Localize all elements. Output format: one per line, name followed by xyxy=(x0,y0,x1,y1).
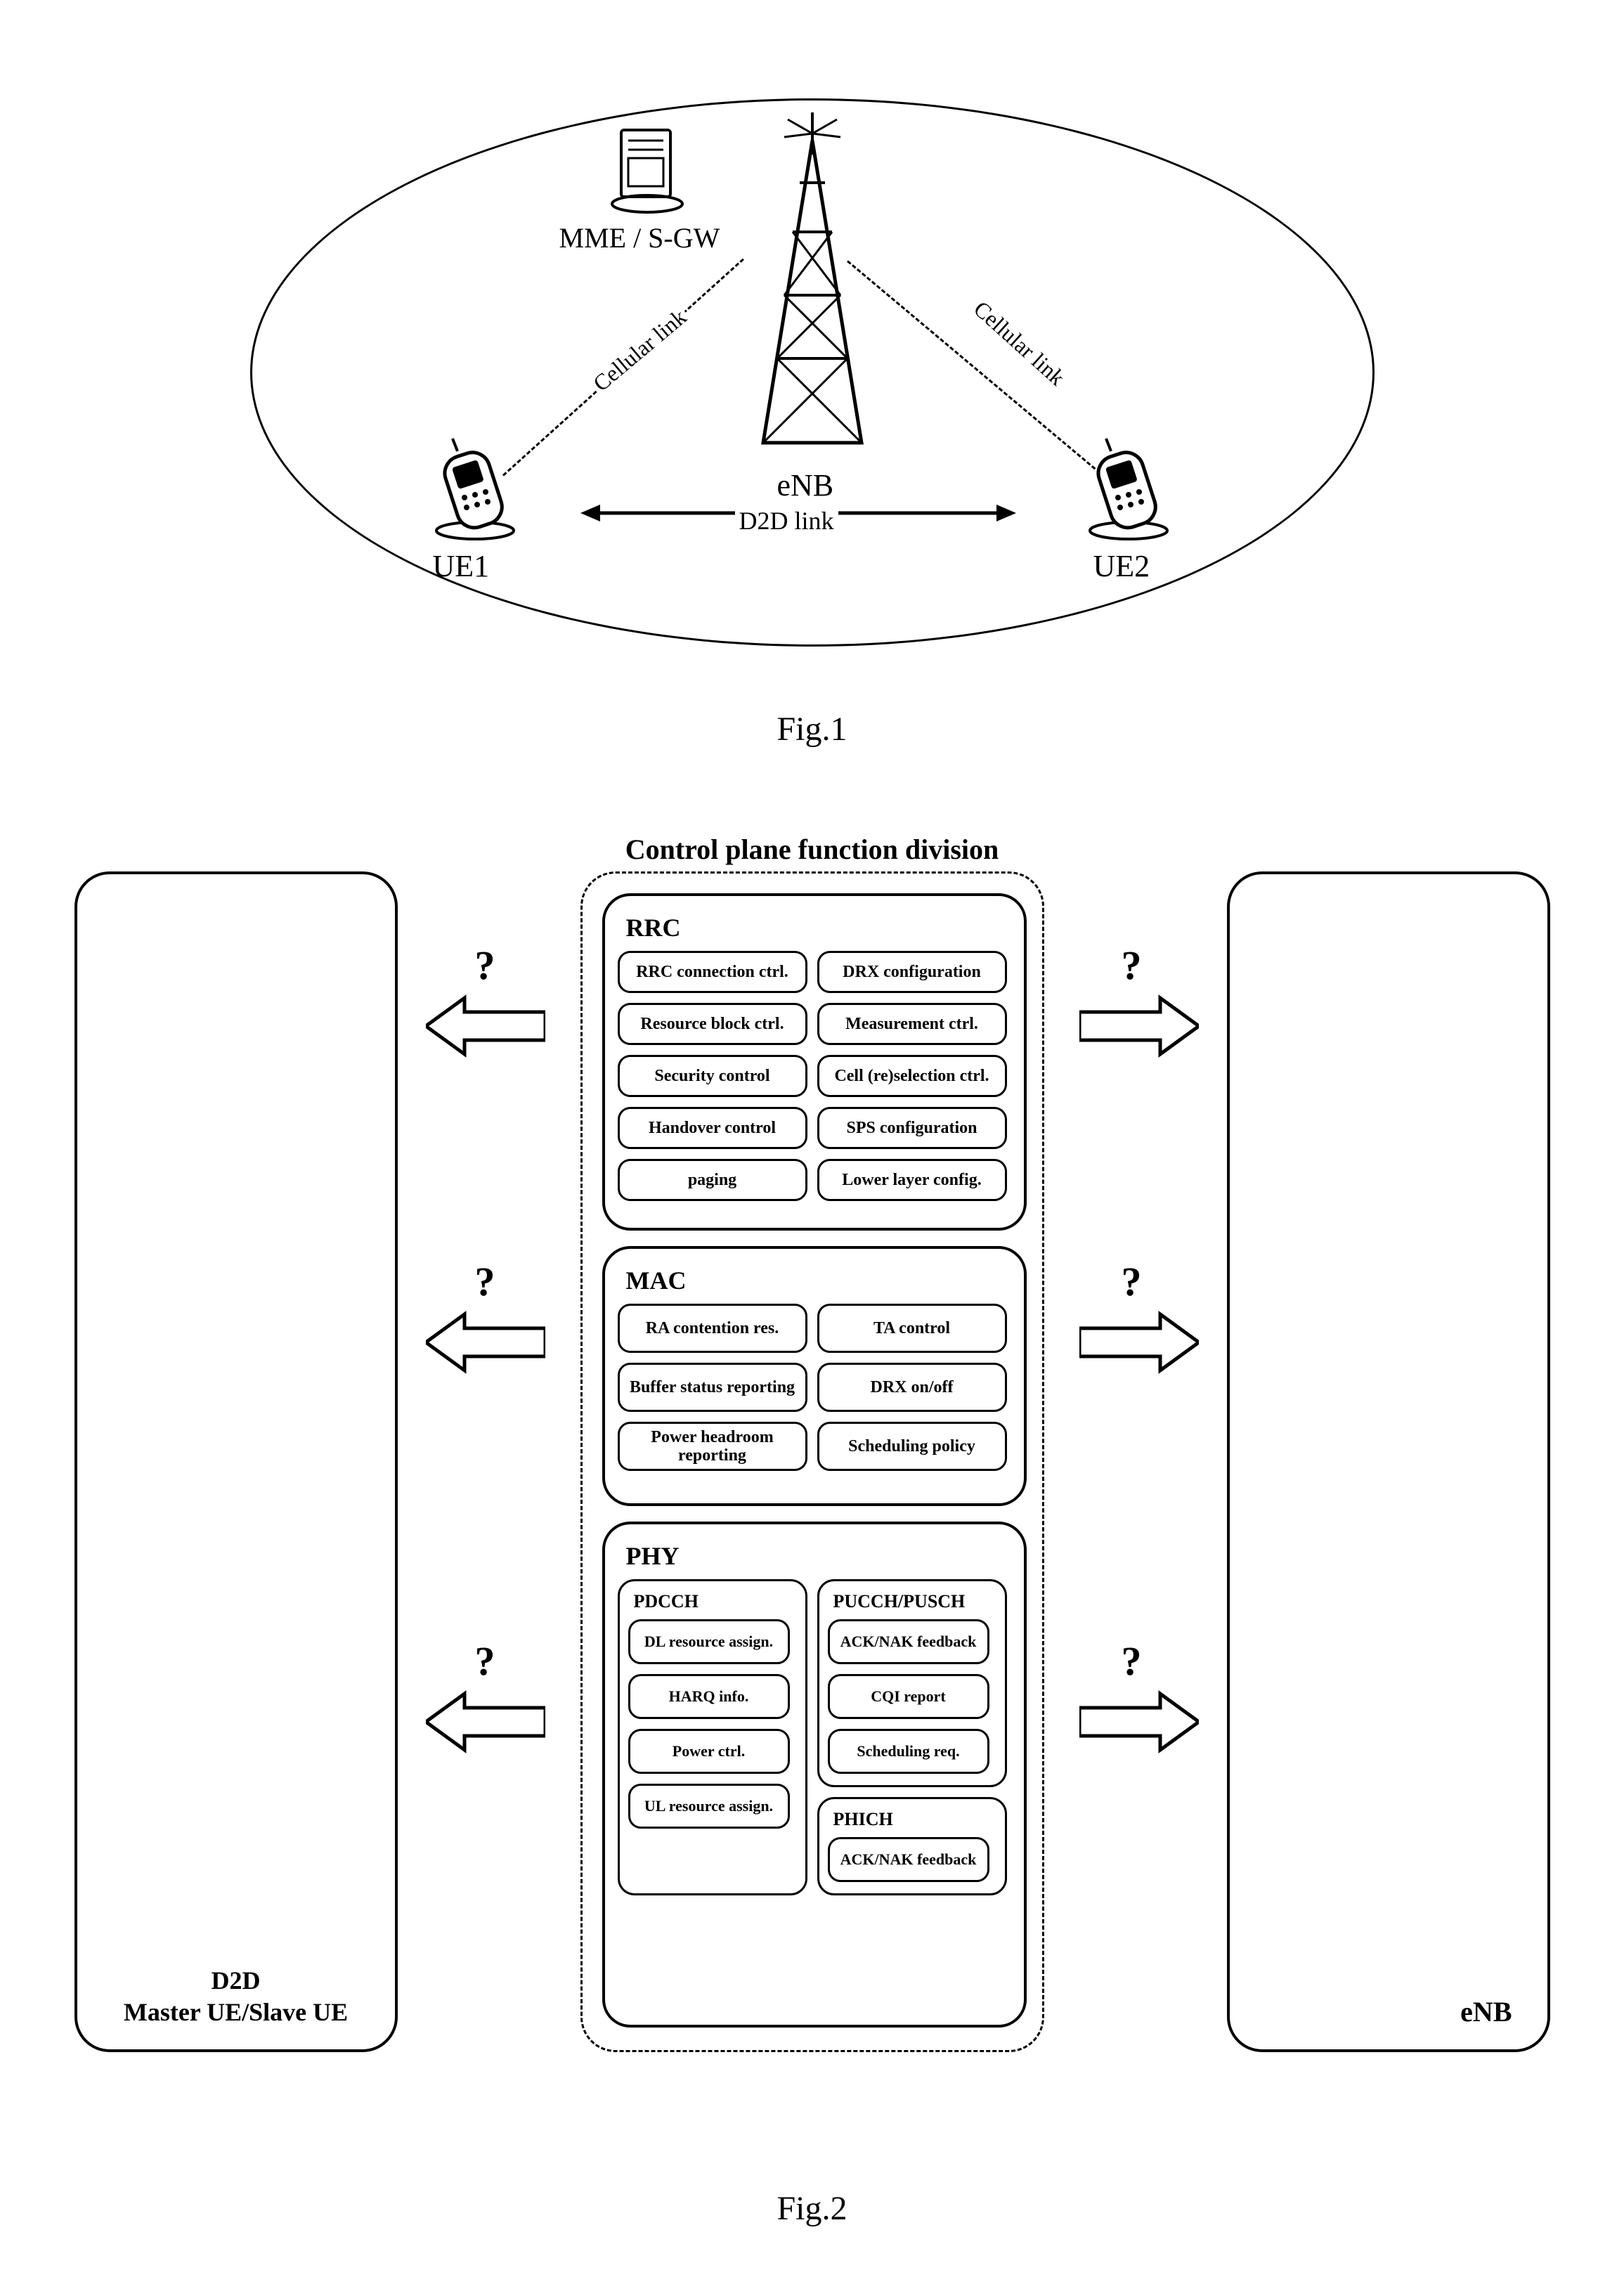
pucch-item: CQI report xyxy=(828,1674,989,1719)
rrc-item: RRC connection ctrl. xyxy=(618,951,807,993)
tower-icon xyxy=(749,112,876,450)
pdcch-box: PDCCH DL resource assign. HARQ info. Pow… xyxy=(618,1579,807,1895)
mac-item: TA control xyxy=(817,1304,1007,1353)
rrc-item: SPS configuration xyxy=(817,1107,1007,1149)
rrc-title: RRC xyxy=(626,913,1011,942)
pdcch-item: HARQ info. xyxy=(628,1674,790,1719)
enb-label: eNB xyxy=(777,467,834,503)
pucch-item: Scheduling req. xyxy=(828,1729,989,1774)
mac-title: MAC xyxy=(626,1266,1011,1295)
arrow-right-icon xyxy=(1079,1690,1199,1753)
mac-item: DRX on/off xyxy=(817,1363,1007,1412)
arrow-left-icon xyxy=(426,1690,545,1753)
mac-item: Power headroom reporting xyxy=(618,1422,807,1471)
ue1-label: UE1 xyxy=(433,548,490,584)
d2d-link-label: D2D link xyxy=(735,506,838,536)
question-mark: ? xyxy=(1122,1258,1142,1305)
phich-title: PHICH xyxy=(833,1809,996,1830)
mac-item: Buffer status reporting xyxy=(618,1363,807,1412)
arrow-left-icon xyxy=(426,1311,545,1374)
arrow-right-icon xyxy=(1079,1311,1199,1374)
rrc-item: Cell (re)selection ctrl. xyxy=(817,1055,1007,1097)
figure-2-caption: Fig.2 xyxy=(56,2189,1568,2228)
pucch-box: PUCCH/PUSCH ACK/NAK feedback CQI report … xyxy=(817,1579,1007,1787)
phich-box: PHICH ACK/NAK feedback xyxy=(817,1797,1007,1895)
rrc-box: RRC RRC connection ctrl. DRX configurati… xyxy=(602,893,1027,1231)
pdcch-title: PDCCH xyxy=(634,1591,797,1612)
server-icon xyxy=(609,123,686,214)
question-mark: ? xyxy=(1122,1637,1142,1685)
figure-2-title: Control plane function division xyxy=(74,833,1550,866)
mac-item: Scheduling policy xyxy=(817,1422,1007,1471)
pdcch-item: Power ctrl. xyxy=(628,1729,790,1774)
figure-1: MME / S-GW eNB xyxy=(215,56,1410,689)
phich-item: ACK/NAK feedback xyxy=(828,1837,989,1882)
rrc-item: Measurement ctrl. xyxy=(817,1003,1007,1045)
rrc-item: Resource block ctrl. xyxy=(618,1003,807,1045)
d2d-ue-label-line2: Master UE/Slave UE xyxy=(124,1998,348,2026)
figure-2: Control plane function division D2D Mast… xyxy=(74,833,1550,2133)
d2d-ue-label-line1: D2D xyxy=(212,1966,261,1995)
d2d-ue-label: D2D Master UE/Slave UE xyxy=(77,1965,395,2028)
arrow-right-icon xyxy=(1079,994,1199,1058)
enb-panel: eNB xyxy=(1227,871,1550,2052)
pdcch-item: UL resource assign. xyxy=(628,1784,790,1829)
arrow-left-icon xyxy=(426,994,545,1058)
question-mark: ? xyxy=(475,1637,495,1685)
rrc-item: Handover control xyxy=(618,1107,807,1149)
rrc-item: paging xyxy=(618,1159,807,1201)
ue1-icon xyxy=(426,436,524,541)
d2d-ue-panel: D2D Master UE/Slave UE xyxy=(74,871,398,2052)
rrc-item: Security control xyxy=(618,1055,807,1097)
question-mark: ? xyxy=(1122,942,1142,989)
question-mark: ? xyxy=(475,1258,495,1305)
control-plane-panel: RRC RRC connection ctrl. DRX configurati… xyxy=(580,871,1044,2052)
pucch-title: PUCCH/PUSCH xyxy=(833,1591,996,1612)
ue2-icon xyxy=(1079,436,1178,541)
question-mark: ? xyxy=(475,942,495,989)
enb-panel-label: eNB xyxy=(1460,1995,1512,2028)
mac-item: RA contention res. xyxy=(618,1304,807,1353)
mac-box: MAC RA contention res. TA control Buffer… xyxy=(602,1246,1027,1506)
phy-box: PHY PDCCH DL resource assign. HARQ info.… xyxy=(602,1522,1027,2028)
server-label: MME / S-GW xyxy=(559,221,720,254)
rrc-item: DRX configuration xyxy=(817,951,1007,993)
figure-1-caption: Fig.1 xyxy=(56,710,1568,748)
mac-items: RA contention res. TA control Buffer sta… xyxy=(618,1304,1011,1471)
phy-title: PHY xyxy=(626,1541,1011,1571)
ue2-label: UE2 xyxy=(1093,548,1150,584)
rrc-item: Lower layer config. xyxy=(817,1159,1007,1201)
pdcch-item: DL resource assign. xyxy=(628,1619,790,1664)
pucch-item: ACK/NAK feedback xyxy=(828,1619,989,1664)
rrc-items: RRC connection ctrl. DRX configuration R… xyxy=(618,951,1011,1201)
